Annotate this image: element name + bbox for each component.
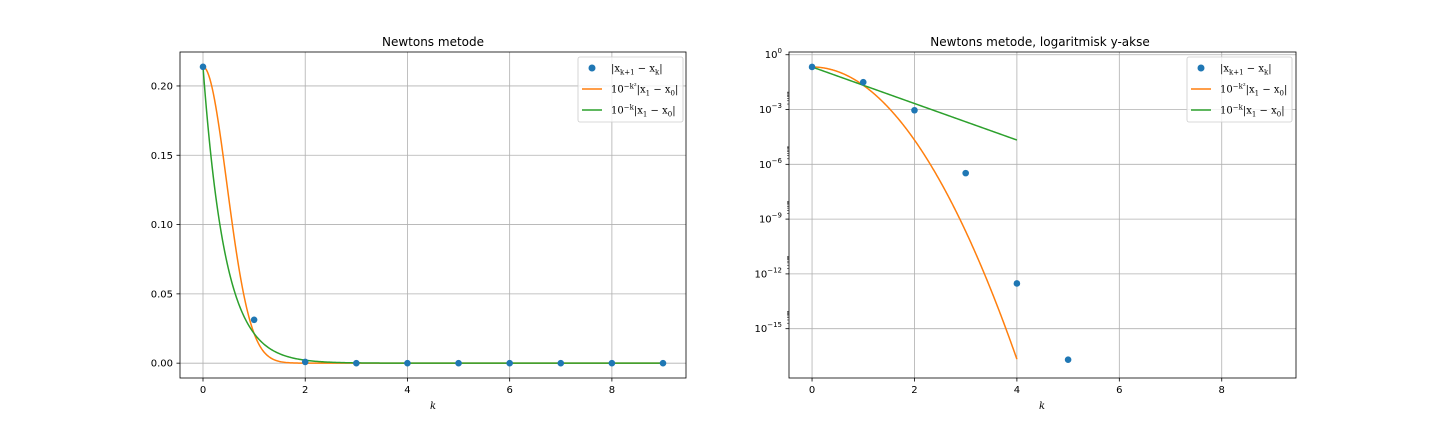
axes-frame-linear xyxy=(179,51,687,379)
y-tick-label: 10−3 xyxy=(759,102,782,116)
legend-label: |xk+1​ − xk​| xyxy=(611,64,663,77)
y-tick-label: 10−6 xyxy=(759,157,783,171)
x-tick-label: 2 xyxy=(302,385,308,396)
data-point xyxy=(962,169,969,177)
series-line-2 xyxy=(202,66,663,364)
y-tick-label: 0.05 xyxy=(151,289,173,300)
data-point xyxy=(506,359,513,367)
data-point xyxy=(608,359,616,367)
data-point xyxy=(859,78,867,86)
y-tick-label: 0.00 xyxy=(151,359,173,370)
x-tick-label: 6 xyxy=(506,385,512,396)
legend-entry-0: |xk+1​ − xk​| xyxy=(588,64,663,77)
series-line-2 xyxy=(811,66,1018,141)
x-tick-label: 0 xyxy=(809,385,815,396)
x-tick-label: 6 xyxy=(1116,385,1122,396)
legend-box xyxy=(1186,56,1293,123)
legend-linear: |xk+1​ − xk​| 10−k²​|x1​ − x0​| 10−k​|x1​ … xyxy=(577,56,684,123)
data-point xyxy=(301,358,309,366)
legend-marker xyxy=(1197,64,1205,72)
y-tick-label: 10−15 xyxy=(754,321,782,335)
chart-log: 0 2 4 6 8 100 10−3 10−6 10−9 10−12 10−15 Newtons … xyxy=(754,35,1297,412)
y-ticks-linear: 0.00 0.05 0.10 0.15 0.20 xyxy=(151,81,180,370)
legend-entry-1: 10−k²​|x1​ − x0​| xyxy=(582,83,678,98)
x-tick-label: 8 xyxy=(609,385,615,396)
x-axis-label-log: k xyxy=(1039,401,1045,412)
x-tick-label: 2 xyxy=(911,385,917,396)
y-ticks-log: 100 10−3 10−6 10−9 10−12 10−15 xyxy=(754,47,789,335)
data-point xyxy=(1013,280,1021,287)
legend-entry-2: 10−k​|x1​ − x0​| xyxy=(1191,104,1285,119)
data-point xyxy=(455,359,462,367)
legend-label: 10−k²​|x1​ − x0​| xyxy=(1220,83,1287,98)
y-tick-label: 100 xyxy=(765,47,782,61)
chart-title-linear: Newtons metode xyxy=(382,35,484,49)
x-tick-label: 0 xyxy=(200,385,206,396)
x-tick-label: 8 xyxy=(1219,385,1225,396)
chart-linear: 0 2 4 6 8 0.00 0.05 0.10 0.15 0.20 Newtons metod… xyxy=(151,35,687,412)
data-point xyxy=(404,359,411,367)
legend-entry-2: 10−k​|x1​ − x0​| xyxy=(582,104,676,119)
legend-label: 10−k​|x1​ − x0​| xyxy=(611,104,676,119)
x-ticks-log: 0 2 4 6 8 xyxy=(809,378,1225,396)
legend-marker xyxy=(588,64,596,72)
x-ticks-linear: 0 2 4 6 8 xyxy=(200,378,615,396)
data-point xyxy=(557,359,565,367)
legend-log: |xk+1​ − xk​| 10−k²​|x1​ − x0​| 10−k​|x1​ … xyxy=(1186,56,1293,123)
data-point xyxy=(250,316,258,324)
y-tick-label: 10−12 xyxy=(754,266,782,280)
series-line-1 xyxy=(812,66,1018,360)
legend-label: 10−k​|x1​ − x0​| xyxy=(1220,104,1285,119)
y-tick-label: 0.10 xyxy=(151,220,173,231)
x-axis-label-linear: k xyxy=(430,401,436,412)
plot-area-linear xyxy=(199,63,667,367)
legend-label: 10−k²​|x1​ − x0​| xyxy=(611,83,678,98)
data-point xyxy=(911,106,918,114)
x-tick-label: 4 xyxy=(1014,385,1020,396)
y-tick-label: 10−9 xyxy=(759,212,782,226)
plot-area-log xyxy=(808,63,1072,364)
chart-title-log: Newtons metode, logaritmisk y-akse xyxy=(930,35,1149,49)
legend-entry-0: |xk+1​ − xk​| xyxy=(1197,64,1272,77)
axes-frame-log xyxy=(788,51,1297,379)
legend-label: |xk+1​ − xk​| xyxy=(1220,64,1272,77)
legend-box xyxy=(577,56,684,123)
data-point xyxy=(353,359,360,367)
legend-entry-1: 10−k²​|x1​ − x0​| xyxy=(1191,83,1287,98)
data-point xyxy=(199,63,207,71)
y-tick-label: 0.20 xyxy=(151,81,173,92)
data-point xyxy=(659,359,667,367)
data-point xyxy=(808,63,816,71)
y-tick-label: 0.15 xyxy=(151,151,173,162)
data-point xyxy=(1064,356,1072,364)
x-tick-label: 4 xyxy=(404,385,410,396)
